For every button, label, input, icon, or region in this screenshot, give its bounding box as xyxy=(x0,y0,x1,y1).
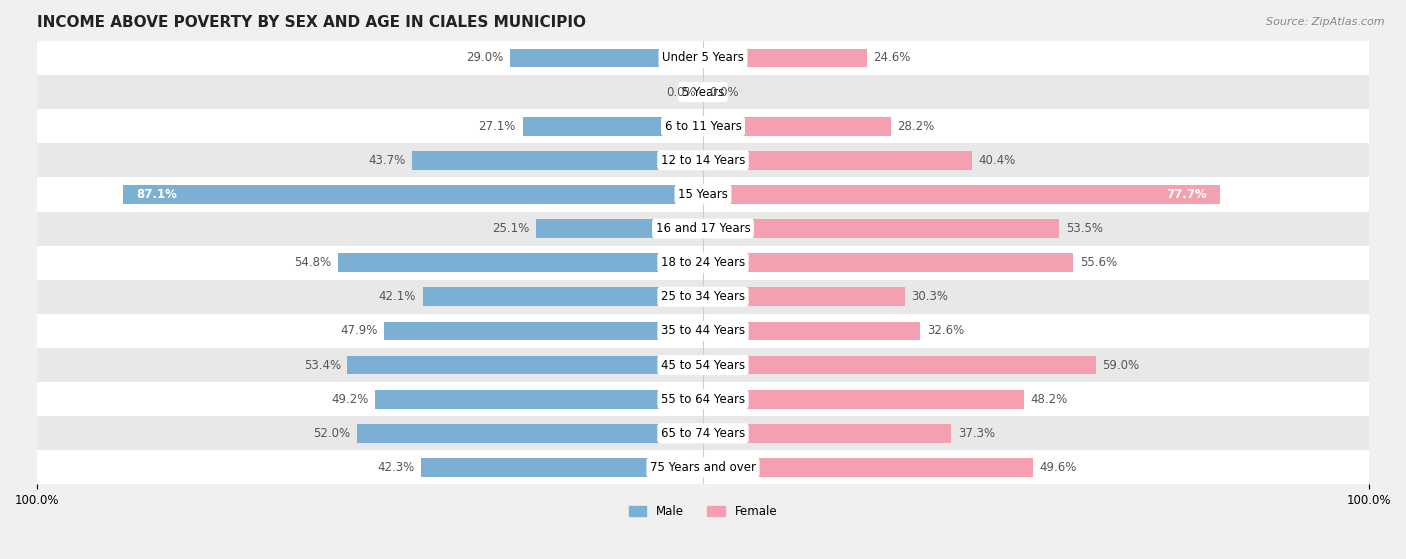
Text: 0.0%: 0.0% xyxy=(710,86,740,98)
Bar xyxy=(37,177,1369,211)
Text: 5 Years: 5 Years xyxy=(682,86,724,98)
Bar xyxy=(37,382,1369,416)
Text: 75 Years and over: 75 Years and over xyxy=(650,461,756,474)
Text: 65 to 74 Years: 65 to 74 Years xyxy=(661,427,745,440)
Bar xyxy=(703,321,920,340)
Text: 15 Years: 15 Years xyxy=(678,188,728,201)
Text: 54.8%: 54.8% xyxy=(294,256,332,269)
Bar xyxy=(37,109,1369,143)
Text: 42.3%: 42.3% xyxy=(377,461,415,474)
Bar xyxy=(124,185,703,204)
Bar xyxy=(703,458,1033,477)
Bar xyxy=(37,280,1369,314)
Bar xyxy=(375,390,703,409)
Text: 25.1%: 25.1% xyxy=(492,222,529,235)
Text: 77.7%: 77.7% xyxy=(1166,188,1206,201)
Bar xyxy=(357,424,703,443)
Text: 30.3%: 30.3% xyxy=(911,290,949,304)
Text: 87.1%: 87.1% xyxy=(136,188,177,201)
Bar xyxy=(703,253,1073,272)
Bar xyxy=(703,390,1024,409)
Text: 53.5%: 53.5% xyxy=(1066,222,1102,235)
Text: 0.0%: 0.0% xyxy=(666,86,696,98)
Text: 42.1%: 42.1% xyxy=(378,290,416,304)
Text: 16 and 17 Years: 16 and 17 Years xyxy=(655,222,751,235)
Text: 52.0%: 52.0% xyxy=(314,427,350,440)
Text: 37.3%: 37.3% xyxy=(957,427,995,440)
Text: Source: ZipAtlas.com: Source: ZipAtlas.com xyxy=(1267,17,1385,27)
Text: 59.0%: 59.0% xyxy=(1102,358,1140,372)
Bar xyxy=(703,219,1059,238)
Text: 45 to 54 Years: 45 to 54 Years xyxy=(661,358,745,372)
Bar xyxy=(37,143,1369,177)
Text: 28.2%: 28.2% xyxy=(897,120,935,132)
Bar xyxy=(37,211,1369,245)
Bar xyxy=(37,416,1369,451)
Text: 32.6%: 32.6% xyxy=(927,324,965,338)
Bar xyxy=(347,356,703,375)
Text: 18 to 24 Years: 18 to 24 Years xyxy=(661,256,745,269)
Text: INCOME ABOVE POVERTY BY SEX AND AGE IN CIALES MUNICIPIO: INCOME ABOVE POVERTY BY SEX AND AGE IN C… xyxy=(37,15,586,30)
Bar xyxy=(703,185,1220,204)
Text: 49.6%: 49.6% xyxy=(1040,461,1077,474)
Bar xyxy=(422,458,703,477)
Text: 12 to 14 Years: 12 to 14 Years xyxy=(661,154,745,167)
Bar xyxy=(37,245,1369,280)
Bar xyxy=(703,424,952,443)
Bar xyxy=(703,117,891,136)
Bar xyxy=(37,41,1369,75)
Text: 49.2%: 49.2% xyxy=(332,392,368,406)
Bar xyxy=(412,151,703,170)
Text: 55.6%: 55.6% xyxy=(1080,256,1116,269)
Bar xyxy=(510,49,703,67)
Text: 25 to 34 Years: 25 to 34 Years xyxy=(661,290,745,304)
Bar xyxy=(703,287,904,306)
Bar xyxy=(423,287,703,306)
Text: 35 to 44 Years: 35 to 44 Years xyxy=(661,324,745,338)
Bar xyxy=(339,253,703,272)
Bar xyxy=(703,49,866,67)
Bar xyxy=(536,219,703,238)
Text: 47.9%: 47.9% xyxy=(340,324,377,338)
Text: 40.4%: 40.4% xyxy=(979,154,1017,167)
Bar xyxy=(703,356,1095,375)
Text: 27.1%: 27.1% xyxy=(478,120,516,132)
Bar xyxy=(523,117,703,136)
Text: 43.7%: 43.7% xyxy=(368,154,405,167)
Bar xyxy=(384,321,703,340)
Bar xyxy=(37,75,1369,109)
Bar xyxy=(37,314,1369,348)
Bar xyxy=(703,151,972,170)
Legend: Male, Female: Male, Female xyxy=(624,500,782,523)
Text: 29.0%: 29.0% xyxy=(465,51,503,64)
Text: 55 to 64 Years: 55 to 64 Years xyxy=(661,392,745,406)
Text: Under 5 Years: Under 5 Years xyxy=(662,51,744,64)
Bar xyxy=(37,451,1369,485)
Text: 48.2%: 48.2% xyxy=(1031,392,1067,406)
Text: 53.4%: 53.4% xyxy=(304,358,340,372)
Text: 6 to 11 Years: 6 to 11 Years xyxy=(665,120,741,132)
Text: 24.6%: 24.6% xyxy=(873,51,911,64)
Bar xyxy=(37,348,1369,382)
